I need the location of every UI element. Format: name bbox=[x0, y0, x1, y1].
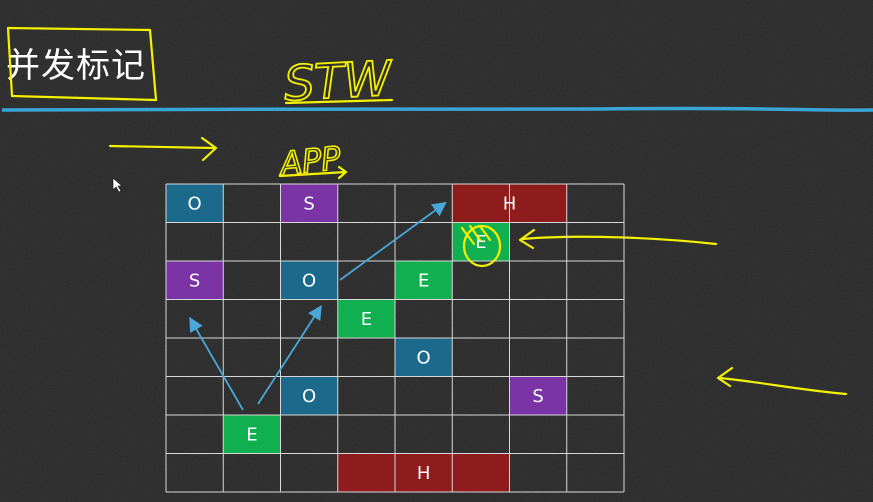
ref-arrow-e-to-s bbox=[189, 316, 244, 411]
app-annotation: APP bbox=[275, 138, 348, 184]
region-label: O bbox=[188, 193, 202, 214]
region-cell-e bbox=[337, 299, 395, 338]
region-cell-o bbox=[280, 376, 338, 415]
region-label: E bbox=[246, 424, 257, 445]
region-label: O bbox=[302, 386, 316, 407]
ref-arrow-e-to-o bbox=[257, 304, 322, 405]
region-cell-s bbox=[280, 184, 338, 223]
title-box-annotation bbox=[6, 26, 158, 102]
divider-line bbox=[1, 106, 873, 112]
ref-arrow-o-to-h bbox=[339, 201, 447, 281]
region-label: S bbox=[532, 386, 543, 407]
lower-left-arrow-annotation bbox=[716, 366, 848, 396]
region-cell-e bbox=[223, 415, 281, 454]
grid-lines bbox=[165, 183, 625, 493]
region-cell-e bbox=[395, 261, 453, 300]
stw-annotation: STW bbox=[282, 50, 395, 113]
left-arrow-annotation bbox=[518, 228, 718, 250]
region-cell-o bbox=[166, 184, 224, 223]
right-arrow-annotation bbox=[108, 136, 218, 162]
region-label: E bbox=[475, 232, 486, 253]
highlight-circle-annotation bbox=[460, 224, 502, 268]
region-label: O bbox=[417, 347, 431, 368]
mouse-cursor bbox=[112, 177, 123, 193]
region-label: E bbox=[418, 270, 429, 291]
region-cell-s bbox=[166, 261, 224, 300]
region-cell-s bbox=[509, 376, 567, 415]
region-label: S bbox=[303, 193, 314, 214]
region-label: E bbox=[361, 309, 372, 330]
region-label: H bbox=[417, 463, 431, 484]
reference-arrows bbox=[189, 201, 447, 411]
page-title: 并发标记 bbox=[6, 46, 146, 86]
region-cell-o bbox=[395, 338, 453, 377]
region-cell-o bbox=[280, 261, 338, 300]
region-label: S bbox=[189, 270, 200, 291]
region-cell-h bbox=[337, 453, 510, 492]
region-label: O bbox=[302, 270, 316, 291]
